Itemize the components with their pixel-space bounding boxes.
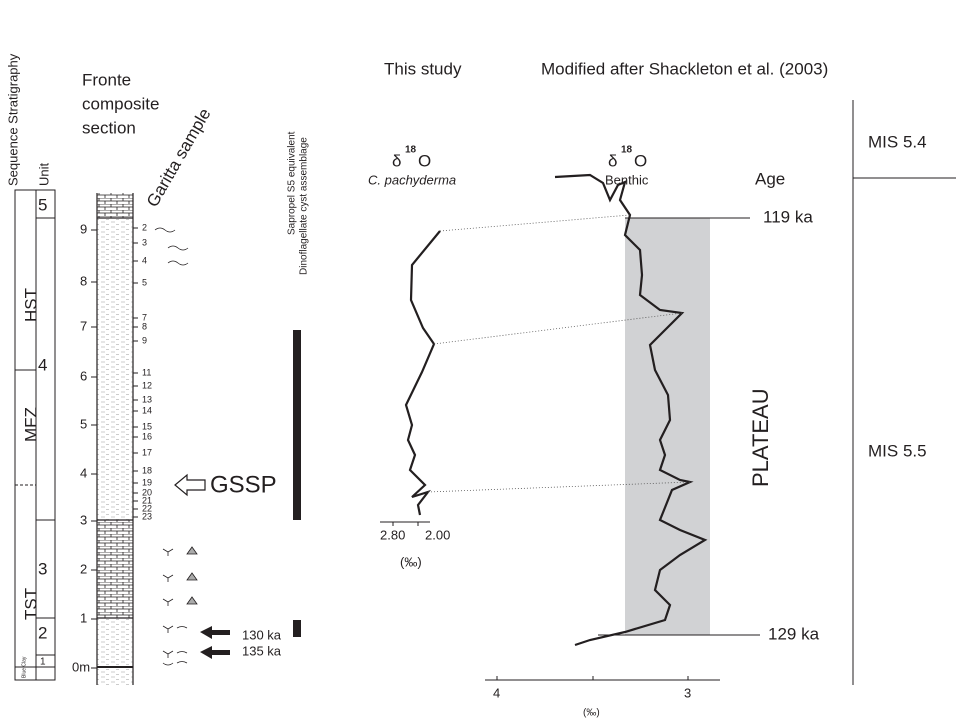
sequence-label: HST — [21, 288, 40, 322]
mis: MIS 5.5 — [868, 441, 927, 460]
silt — [97, 618, 133, 685]
tick-label: 3 — [684, 685, 691, 700]
header: Dinoflagellate cyst assemblage — [299, 137, 310, 275]
delta: δ — [608, 151, 617, 170]
depth-label: 3 — [80, 512, 87, 527]
sample-age: 130 ka — [242, 627, 282, 642]
age: 119 ka — [763, 207, 813, 226]
axis-unit: (‰) — [583, 708, 600, 719]
unit-label: 5 — [38, 195, 47, 214]
unit-label: 4 — [38, 355, 47, 374]
header: Modified after Shackleton et al. (2003) — [541, 59, 828, 78]
depth-label: 4 — [80, 465, 87, 480]
sample-label: 7 — [142, 312, 147, 322]
tick-label: 4 — [493, 685, 500, 700]
header: composite — [82, 94, 159, 113]
header: This study — [384, 59, 462, 78]
tick-label: 2.00 — [425, 527, 450, 542]
header: section — [82, 118, 136, 137]
sample-label: 2 — [142, 222, 147, 232]
curve — [404, 230, 441, 516]
sample-label: 15 — [142, 421, 152, 431]
sample-label: 5 — [142, 277, 147, 287]
unit-label: 1 — [40, 657, 46, 668]
silt — [97, 218, 133, 520]
sample-label: 12 — [142, 380, 152, 390]
sample-age: 135 ka — [242, 643, 282, 658]
depth-label: 7 — [80, 318, 87, 333]
header: Sapropel S5 equivalent — [287, 131, 298, 235]
delta-o: O — [418, 151, 431, 170]
unit-label: 2 — [38, 623, 47, 642]
header: Unit — [36, 162, 51, 186]
sample-label: 18 — [142, 465, 152, 475]
limestone — [97, 193, 133, 218]
age: 129 ka — [768, 624, 820, 643]
depth-label: 1 — [80, 610, 87, 625]
sample-label: 9 — [142, 335, 147, 345]
header: Fronte — [82, 70, 131, 89]
sample-label: 4 — [142, 255, 147, 265]
sequence-label: TST — [21, 588, 40, 620]
depth-label: 2 — [80, 561, 87, 576]
sample-label: 19 — [142, 477, 152, 487]
sample-label: 8 — [142, 321, 147, 331]
sapropel-bar — [293, 620, 301, 637]
delta-sup: 18 — [405, 145, 417, 156]
delta-o: O — [634, 151, 647, 170]
sample-label: 16 — [142, 431, 152, 441]
age-header: Age — [755, 169, 785, 188]
sequence-label: MFZ — [21, 407, 40, 442]
depth-label: 8 — [80, 273, 87, 288]
sample-label: 17 — [142, 447, 152, 457]
sample-label: 20 — [142, 487, 152, 497]
sample-label: 21 — [142, 495, 152, 505]
depth-label: 9 — [80, 221, 87, 236]
tick-label: 2.80 — [380, 527, 405, 542]
header: Sequence Stratigraphy — [5, 53, 20, 186]
sample-label: 14 — [142, 405, 152, 415]
sapropel-bar — [293, 330, 301, 520]
gssp: GSSP — [210, 471, 277, 498]
sample-label: 11 — [142, 367, 151, 377]
delta-sup: 18 — [621, 145, 633, 156]
sample-label: 23 — [142, 511, 152, 521]
sample-label: 22 — [142, 503, 152, 513]
curve — [554, 173, 708, 647]
sample-label: 3 — [142, 237, 147, 247]
axis-unit: (‰) — [400, 554, 422, 569]
depth-label: 6 — [80, 368, 87, 383]
header: Garitta sample — [143, 105, 215, 210]
plateau: PLATEAU — [748, 388, 773, 487]
species: C. pachyderma — [368, 172, 456, 187]
blue-clay: Blue Clay — [21, 656, 27, 678]
depth-label: 0m — [72, 659, 90, 674]
delta: δ — [392, 151, 401, 170]
depth-label: 5 — [80, 416, 87, 431]
limestone — [97, 520, 133, 618]
benthic: Benthic — [605, 172, 649, 187]
mis: MIS 5.4 — [868, 132, 927, 151]
unit-label: 3 — [38, 559, 47, 578]
sample-label: 13 — [142, 394, 152, 404]
